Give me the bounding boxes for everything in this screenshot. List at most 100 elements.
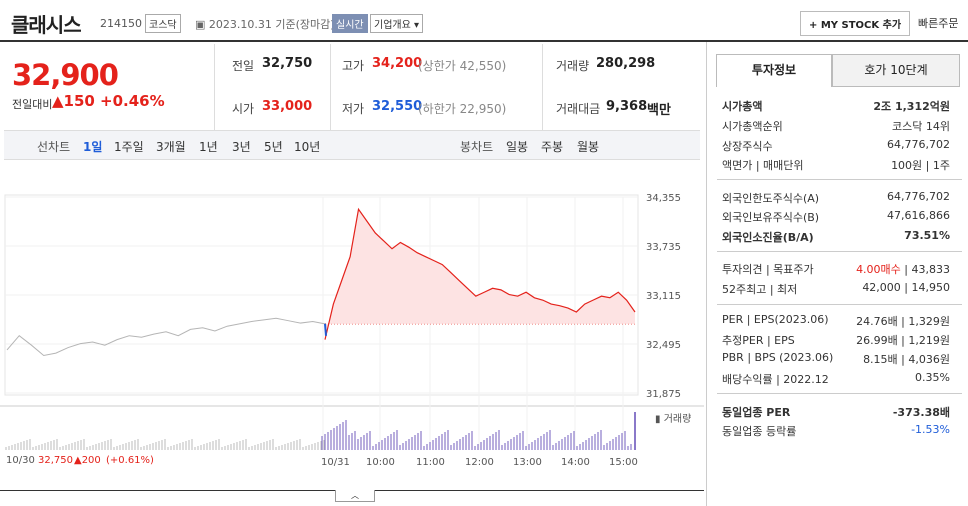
divider — [832, 86, 960, 87]
add-my-stock-button[interactable]: + MY STOCK 추가 — [800, 11, 911, 36]
candle-weekly[interactable]: 주봉 — [541, 140, 564, 154]
today-price-line — [324, 207, 636, 340]
info-value: 코스닥 14위 — [892, 120, 950, 133]
high-value: 34,200 — [372, 56, 423, 71]
divider — [214, 44, 215, 130]
info-label: 52주최고 | 최저 — [722, 283, 798, 296]
target-value: | 43,833 — [904, 263, 950, 276]
y-tick-label: 34,355 — [646, 193, 681, 204]
today-area — [325, 209, 635, 340]
x-tick-label: 13:00 — [513, 457, 542, 468]
info-label: 액면가 | 매매단위 — [722, 159, 804, 172]
info-value: 42,000 | 14,950 — [862, 281, 950, 294]
period-5y[interactable]: 5년 — [264, 140, 283, 154]
info-label[interactable]: 시가총액순위 — [722, 120, 783, 133]
divider — [717, 393, 962, 394]
volume-value: 280,298 — [596, 56, 656, 71]
divider — [717, 179, 962, 180]
high-label: 고가 — [342, 59, 365, 73]
period-1y[interactable]: 1년 — [199, 140, 218, 154]
info-value: 64,776,702 — [887, 190, 950, 203]
prev-day-change: ▲200 — [74, 455, 101, 466]
y-tick-label: 31,875 — [646, 389, 681, 400]
info-label[interactable]: 동일업종 PER — [722, 406, 791, 419]
tab-orderbook[interactable]: 호가 10단계 — [832, 54, 960, 87]
info-label: 시가총액 — [722, 100, 763, 113]
info-value: 100원 | 1주 — [891, 159, 950, 172]
period-1d[interactable]: 1일 — [83, 140, 103, 154]
prev-label: 전일 — [232, 59, 255, 73]
info-label: 추정PER | EPS — [722, 334, 795, 347]
realtime-button[interactable]: 실시간 — [332, 14, 368, 33]
prev-day-line — [6, 317, 326, 356]
info-label: 상장주식수 — [722, 140, 773, 153]
quote-date: ▣ 2023.10.31 기준(장마감) — [195, 16, 335, 32]
x-tick-label: 11:00 — [416, 457, 445, 468]
company-overview-button[interactable]: 기업개요 ▾ — [370, 14, 424, 33]
price-change-pct: +0.46% — [100, 92, 165, 110]
info-value: 0.35% — [915, 371, 950, 384]
info-label: 외국인보유주식수(B) — [722, 211, 820, 224]
change-label: 전일대비 — [12, 98, 53, 111]
period-10y[interactable]: 10년 — [294, 140, 321, 154]
basis-text: 기준(장마감) — [275, 18, 335, 31]
header: 클래시스 214150 코스닥 ▣ 2023.10.31 기준(장마감) 실시간… — [0, 0, 968, 42]
info-value: -1.53% — [911, 423, 950, 436]
quick-order-link[interactable]: 빠른주문 — [918, 17, 959, 30]
date-text: 2023.10.31 — [208, 18, 272, 31]
company-overview-label: 기업개요 — [374, 20, 411, 31]
volume-legend: ▮ 거래량 — [655, 414, 692, 425]
prev-value: 32,750 — [262, 56, 313, 71]
opinion-value: 4.00매수 — [856, 263, 901, 276]
amount-unit: 백만 — [647, 103, 671, 118]
info-value: 8.15배 | 4,036원 — [863, 353, 950, 366]
current-price: 32,900 — [12, 58, 119, 92]
period-3m[interactable]: 3개월 — [156, 140, 186, 154]
chevron-up-icon[interactable]: ︿ — [335, 490, 375, 502]
period-3y[interactable]: 3년 — [232, 140, 251, 154]
open-value: 33,000 — [262, 99, 313, 114]
open-dip-mark — [324, 323, 327, 336]
info-value: -373.38배 — [892, 406, 950, 419]
line-chart-label: 선차트 — [37, 140, 71, 154]
divider — [542, 44, 543, 130]
prev-day-price: 32,750 — [38, 455, 73, 466]
target-price-value: 4.00매수 | 43,833 — [856, 261, 950, 277]
info-value: 24.76배 | 1,329원 — [856, 315, 950, 328]
x-tick-label: 14:00 — [561, 457, 590, 468]
info-label: 외국인한도주식수(A) — [722, 192, 820, 205]
x-tick-label: 12:00 — [465, 457, 494, 468]
prev-day-pct: (+0.61%) — [106, 455, 154, 466]
stock-name: 클래시스 — [11, 13, 82, 37]
info-label: PER | EPS(2023.06) — [722, 313, 829, 326]
calendar-icon: ▣ — [195, 18, 206, 31]
candle-daily[interactable]: 일봉 — [506, 140, 529, 154]
info-value: 26.99배 | 1,219원 — [856, 334, 950, 347]
info-value: 2조 1,312억원 — [873, 100, 950, 113]
info-label: 외국인소진율(B/A) — [722, 231, 814, 244]
info-value: 47,616,866 — [887, 209, 950, 222]
price-change: ▲150 — [52, 92, 95, 110]
y-tick-label: 33,115 — [646, 291, 681, 302]
tab-investment-info[interactable]: 투자정보 — [716, 54, 832, 87]
open-label: 시가 — [232, 102, 255, 116]
divider — [717, 304, 962, 305]
x-tick-label: 10/31 — [321, 457, 350, 468]
candle-monthly[interactable]: 월봉 — [577, 140, 600, 154]
x-tick-label: 10:00 — [366, 457, 395, 468]
y-tick-label: 33,735 — [646, 242, 681, 253]
info-value: 73.51% — [904, 229, 950, 242]
amount-value: 9,368 — [606, 99, 648, 114]
amount-label: 거래대금 — [556, 102, 601, 116]
period-1w[interactable]: 1주일 — [114, 140, 144, 154]
price-chart[interactable]: 34,355 33,735 33,115 32,495 31,875 10/31 10:00… — [0, 160, 704, 506]
x-tick-label: 15:00 — [609, 457, 638, 468]
info-label[interactable]: 동일업종 등락률 — [722, 425, 797, 438]
candle-chart-label: 봉차트 — [460, 140, 494, 154]
stock-code: 214150 — [100, 17, 142, 30]
volume-legend-label: 거래량 — [663, 414, 692, 425]
low-value: 32,550 — [372, 99, 423, 114]
divider — [330, 44, 331, 130]
market-badge: 코스닥 — [145, 14, 181, 33]
